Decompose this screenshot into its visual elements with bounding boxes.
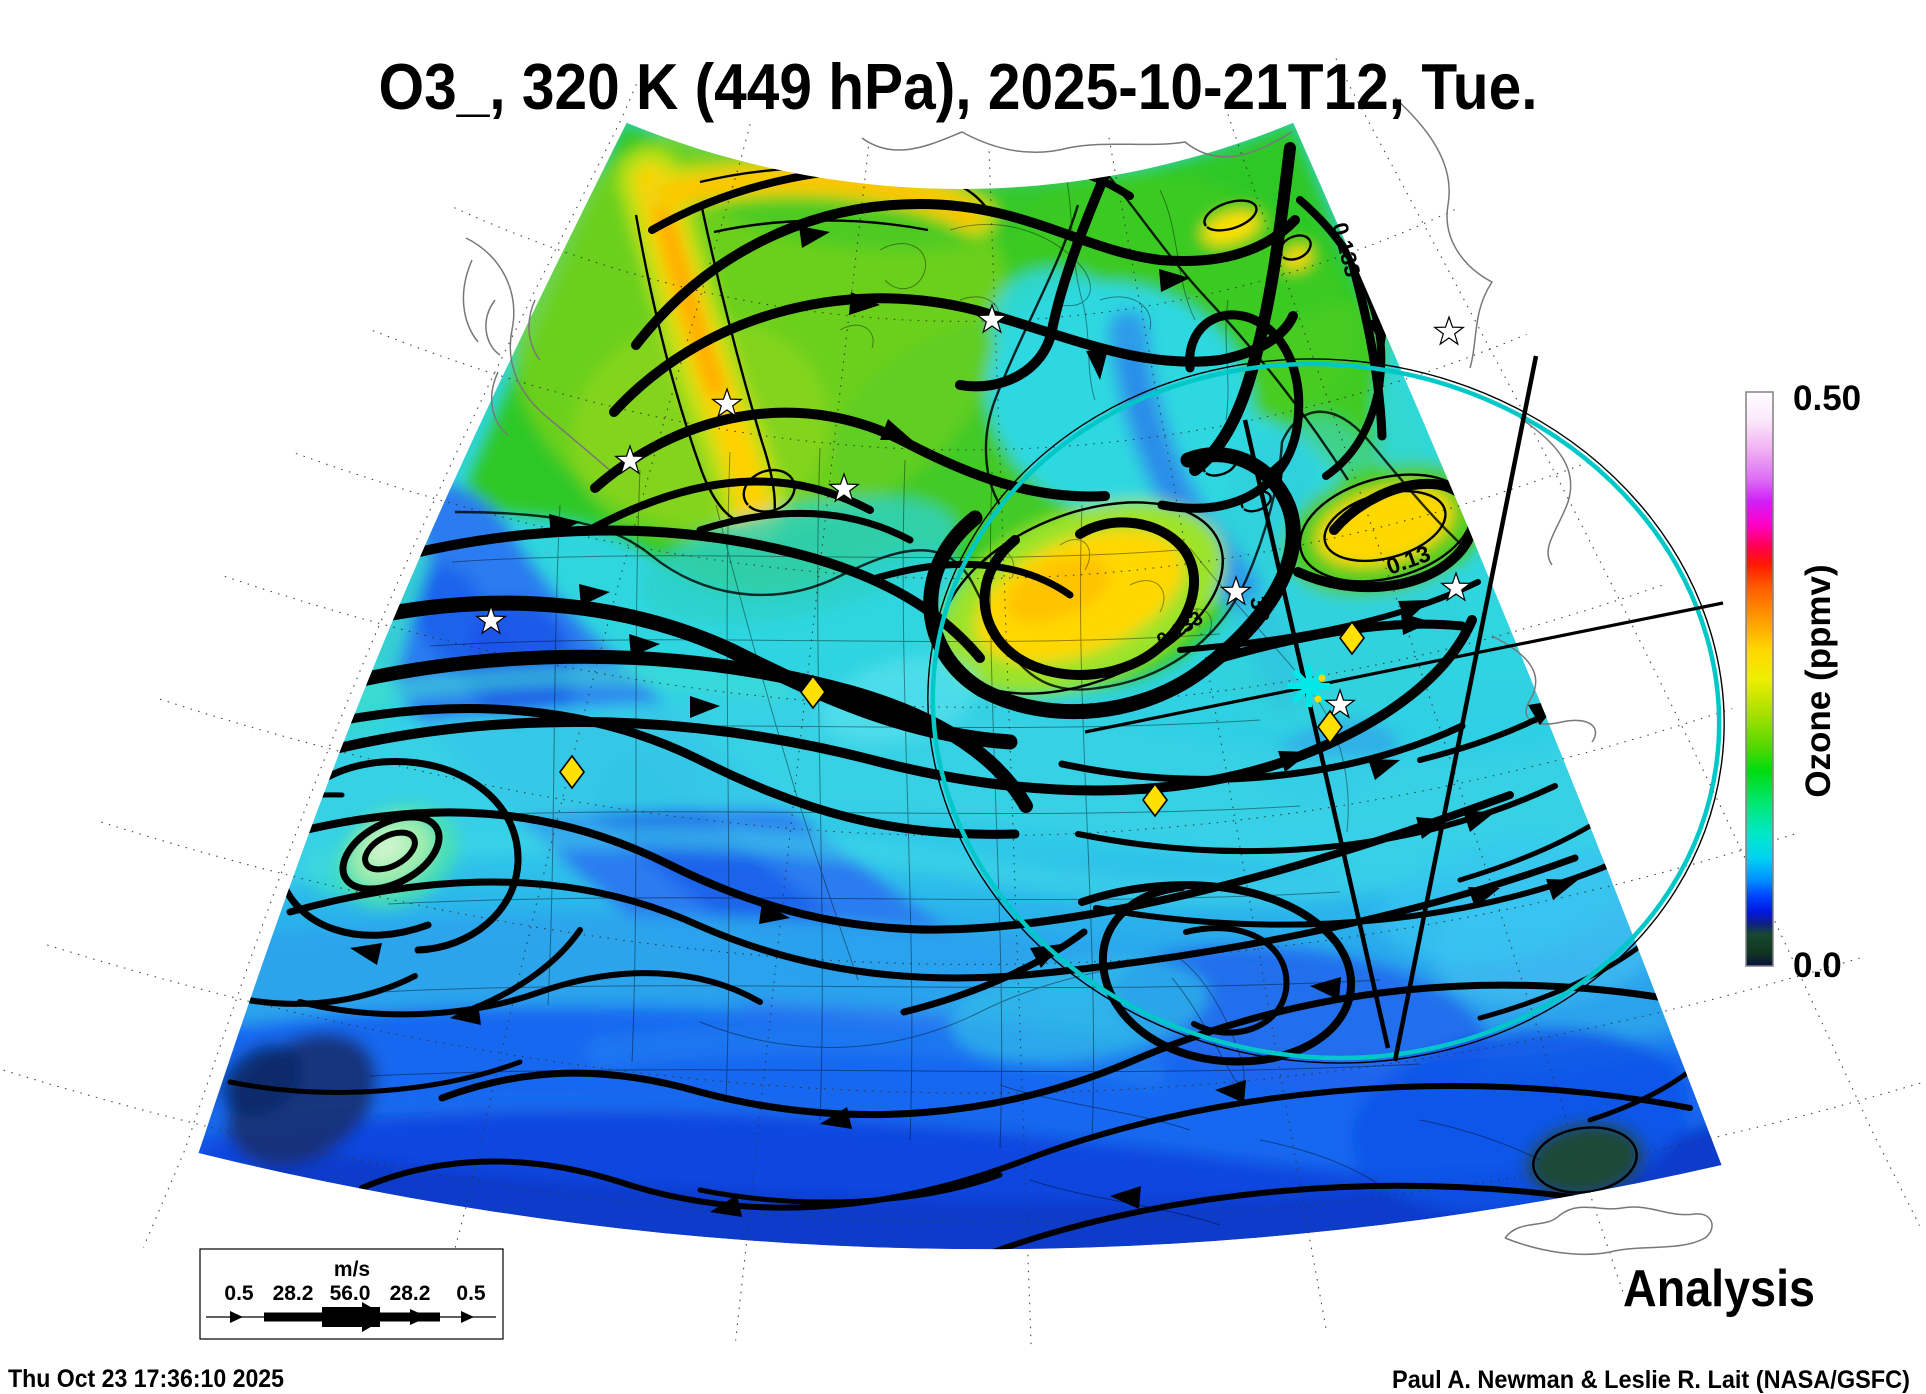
svg-text:Analysis: Analysis <box>1623 1260 1815 1318</box>
svg-text:0.5: 0.5 <box>456 1282 486 1305</box>
svg-text:28.2: 28.2 <box>390 1282 431 1305</box>
svg-text:Thu Oct 23 17:36:10 2025: Thu Oct 23 17:36:10 2025 <box>8 1365 284 1393</box>
svg-text:Ozone (ppmv): Ozone (ppmv) <box>1799 564 1838 797</box>
svg-text:33: 33 <box>1245 594 1275 624</box>
svg-text:28.2: 28.2 <box>273 1282 314 1305</box>
svg-text:56.0: 56.0 <box>330 1282 371 1305</box>
svg-text:0.5: 0.5 <box>224 1282 254 1305</box>
svg-text:m/s: m/s <box>334 1258 370 1281</box>
svg-text:Paul A. Newman & Leslie R. Lai: Paul A. Newman & Leslie R. Lait (NASA/GS… <box>1392 1366 1910 1394</box>
svg-text:O3_, 320 K (449 hPa), 2025-10-: O3_, 320 K (449 hPa), 2025-10-21T12, Tue… <box>379 50 1538 123</box>
svg-text:0.0: 0.0 <box>1793 946 1842 985</box>
svg-text:0.50: 0.50 <box>1793 379 1861 418</box>
